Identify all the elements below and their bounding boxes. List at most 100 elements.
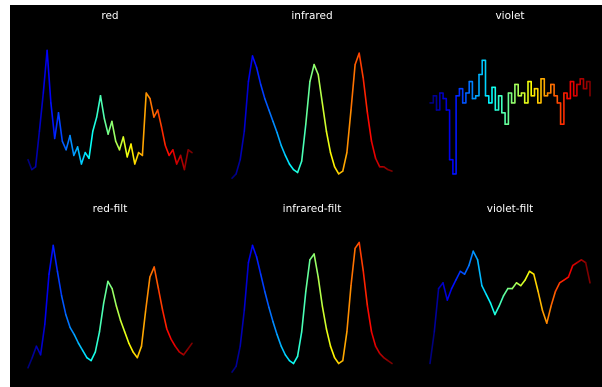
series-segment [284, 354, 291, 362]
series-segment [272, 120, 278, 134]
series-segment [494, 305, 500, 316]
series-segment [31, 345, 38, 359]
series-segment [474, 73, 480, 97]
series-segment [465, 80, 470, 94]
series-segment [442, 97, 448, 111]
series-segment [313, 63, 319, 76]
panel-infrared: infrared [231, 10, 393, 179]
series-segment [296, 160, 303, 174]
series-segment [174, 345, 181, 353]
series-segment [114, 140, 121, 151]
series-segment [350, 63, 356, 111]
series-segment [576, 78, 581, 86]
series-segment [235, 158, 241, 175]
series-segment [478, 59, 483, 76]
series-segment [527, 80, 532, 97]
series-segment [362, 270, 369, 307]
series-segment [107, 120, 113, 135]
series-segment [432, 95, 438, 111]
series-segment [313, 253, 319, 278]
series-segment [53, 112, 60, 140]
series-segment [280, 144, 287, 157]
series-segment [102, 280, 109, 304]
series-segment [140, 309, 147, 347]
series-segment [346, 109, 352, 154]
series-segment [52, 244, 59, 273]
series-segment [550, 290, 557, 307]
series-segment [559, 92, 565, 125]
series-segment [537, 78, 542, 104]
series-segment [157, 287, 164, 311]
series-segment [558, 279, 565, 284]
series-segment [145, 92, 151, 100]
series-segment [429, 331, 436, 365]
series-segment [458, 87, 464, 104]
series-segment [153, 266, 160, 290]
series-segment [56, 270, 63, 297]
series-segment [342, 331, 348, 362]
series-segment [350, 247, 356, 287]
series-segment [73, 333, 80, 345]
series-segment [264, 290, 270, 309]
series-segment [485, 293, 492, 304]
series-segment [387, 359, 393, 365]
series-segment [86, 356, 92, 362]
chart-grid: red infrared violet red-filt infrared-filt vi… [27, 10, 591, 373]
series-segment [243, 261, 250, 311]
series-segment [276, 131, 282, 147]
series-segment [452, 95, 457, 175]
series-segment [235, 345, 241, 368]
series-segment [255, 66, 262, 86]
series-segment [247, 244, 254, 264]
series-segment [481, 284, 487, 296]
series-segment [553, 95, 559, 104]
series-segment [520, 279, 526, 287]
series-segment [272, 320, 278, 336]
series-segment [243, 80, 250, 133]
series-segment [292, 355, 299, 365]
series-segment [504, 92, 510, 125]
series-segment [284, 154, 291, 165]
series-segment [510, 83, 516, 104]
series-segment [471, 95, 477, 100]
panel-title: infrared [291, 10, 332, 22]
series-segment [251, 55, 258, 69]
series-segment [472, 250, 479, 261]
series-segment [346, 284, 352, 333]
series-segment [42, 49, 48, 94]
series-segment [540, 78, 546, 97]
series-segment [342, 151, 348, 172]
series-segment [132, 351, 139, 359]
series-segment [463, 264, 470, 275]
series-segment [566, 80, 572, 100]
series-segment [187, 149, 193, 154]
panel-title: violet [495, 10, 524, 22]
series-segment [576, 259, 583, 264]
series-segment [81, 349, 88, 359]
series-segment [455, 87, 461, 97]
series-segment [144, 276, 151, 311]
series-segment [370, 331, 377, 347]
series-segment [584, 261, 591, 284]
series-segment [445, 109, 451, 161]
series-segment [481, 59, 487, 97]
series-segment [383, 356, 389, 362]
series-segment [27, 356, 33, 369]
series-segment [61, 140, 67, 151]
series-segment [259, 273, 266, 293]
series-segment [231, 365, 237, 373]
series-segment [468, 250, 474, 267]
series-segment [268, 109, 274, 123]
series-segment [517, 92, 523, 97]
series-segment [251, 244, 258, 258]
series-segment [494, 95, 500, 111]
series-segment [585, 80, 591, 97]
series-segment [107, 280, 113, 290]
series-segment [533, 87, 539, 104]
series-segment [461, 92, 467, 104]
series-segment [489, 302, 496, 316]
series-segment [276, 333, 282, 347]
series-segment [288, 163, 295, 171]
series-segment [354, 52, 360, 66]
panel-infrared-filt: infrared-filt [231, 203, 393, 373]
